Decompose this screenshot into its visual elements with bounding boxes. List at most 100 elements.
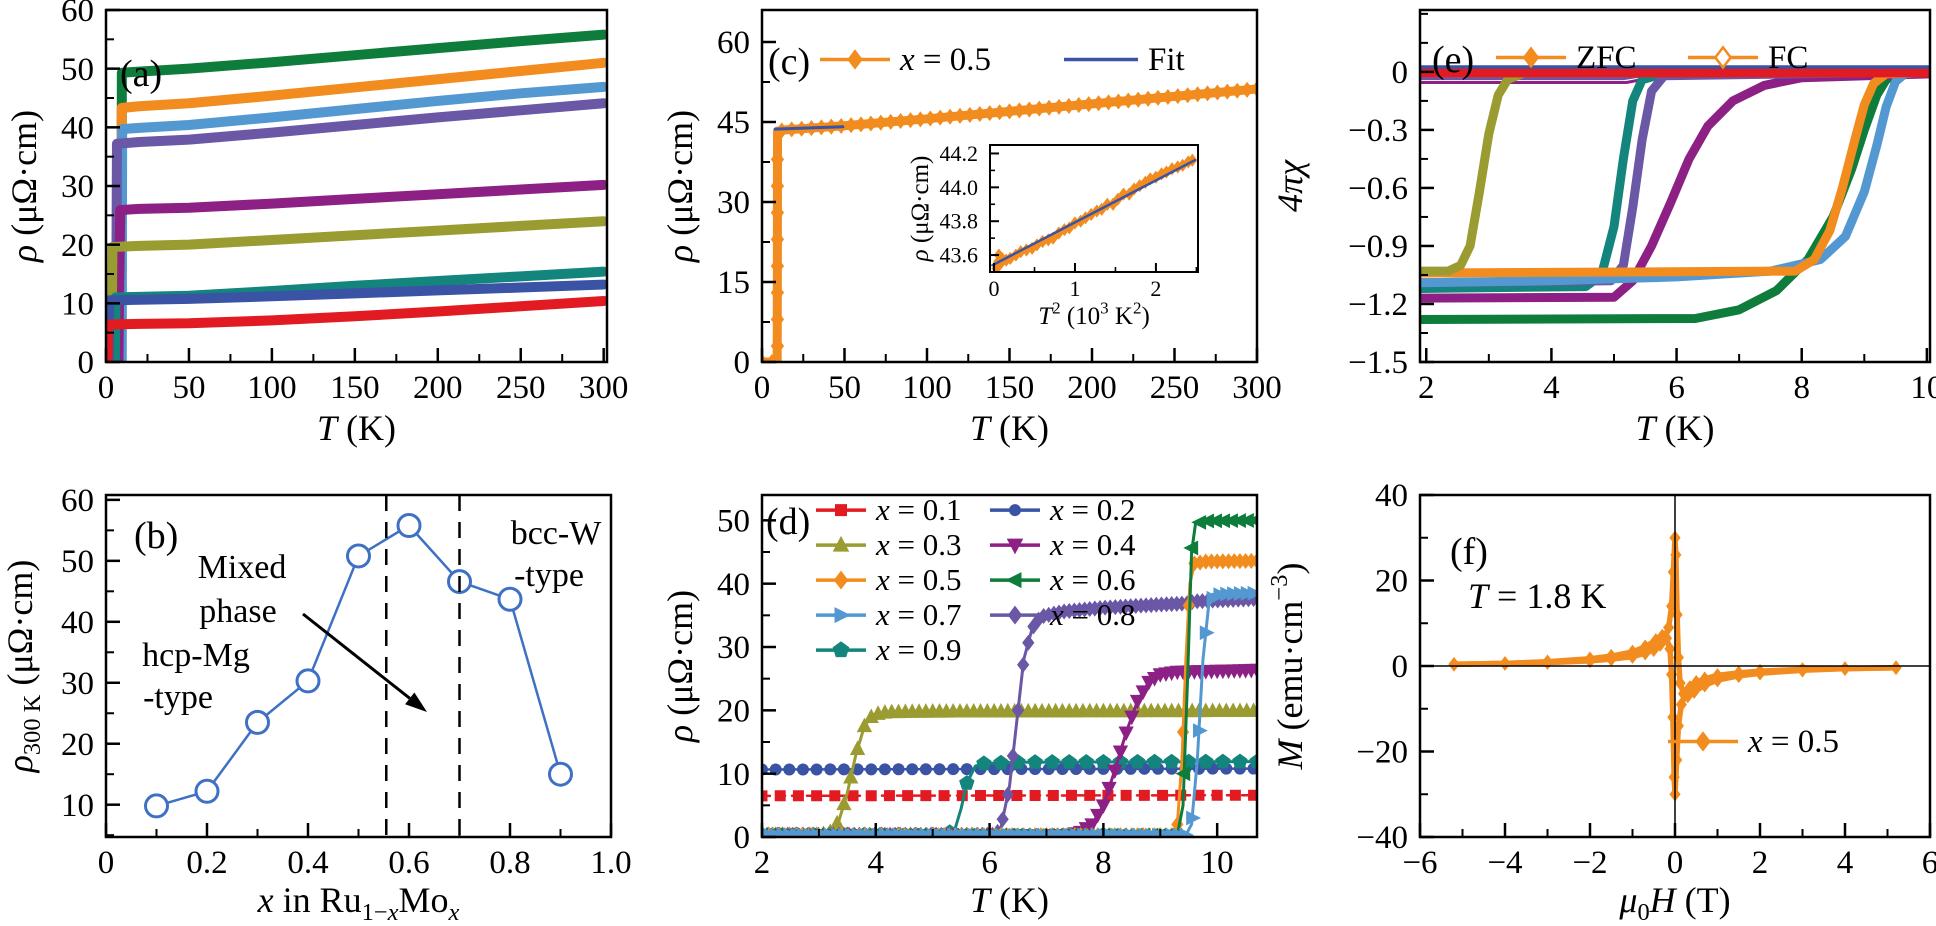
marker-x0.4: [1095, 799, 1112, 814]
xtick-label: 0: [754, 370, 771, 406]
xtick-label: 8: [1095, 845, 1112, 881]
legend-label: x = 0.5: [899, 42, 991, 78]
panel-c-ticks: 0 50 100 150 200 250 300 0 15 30 45 60: [717, 25, 1282, 406]
ytick-label: 30: [61, 169, 94, 205]
series-x0.1: [106, 295, 607, 362]
marker-M-H-decreasing: [1671, 752, 1683, 768]
panel-d-legend-entry: x = 0.3: [816, 527, 962, 562]
xtick-label: 4: [1543, 370, 1560, 406]
xtick-label: 2: [1752, 845, 1769, 881]
marker-x0.5-curve: [874, 114, 887, 131]
marker-x0.6: [1175, 766, 1191, 782]
label-mixed-1: Mixed: [198, 549, 287, 586]
marker-x0.9: [976, 755, 992, 771]
series-rho300K: [144, 512, 573, 819]
xtick-label: 10: [1201, 845, 1234, 881]
marker-x0.5-curve: [1171, 88, 1184, 105]
marker-x0.3: [836, 795, 852, 811]
ytick-label: 40: [61, 111, 94, 147]
xtick-label: 250: [496, 370, 546, 406]
marker-x0.9: [1078, 753, 1095, 769]
marker-x0.5-curve: [864, 115, 878, 132]
marker-M-H-decreasing: [1584, 651, 1596, 667]
marker-x0.1: [847, 790, 859, 802]
xtick-label: 1.0: [590, 845, 631, 881]
marker-x0.1: [993, 790, 1005, 802]
marker-x0.9: [993, 754, 1009, 770]
ytick-label: −0.6: [1348, 171, 1408, 207]
marker-x0.5-transition-markers: [770, 310, 785, 329]
panel-d-legend-entry: x = 0.1: [816, 492, 962, 527]
ytick-label: 15: [717, 265, 750, 301]
marker-x0.5-curve: [1132, 91, 1145, 108]
ytick-label: 30: [61, 666, 94, 702]
marker-x0.5-curve: [973, 105, 986, 123]
marker-x0.8: [1001, 786, 1014, 803]
series-x0.5-transition-markers: [770, 150, 785, 355]
panel-e-xlabel: T (K): [1635, 408, 1714, 448]
marker-x0.1: [792, 790, 804, 802]
marker-x0.5-curve: [1082, 96, 1095, 113]
panel-e: 2 4 6 8 10 0 −0.3 −0.6 −0.9 −1.2 −1.5 T (K) 4πχ (e) ZF…: [1270, 8, 1936, 448]
xtick-label: 2: [1150, 276, 1161, 301]
panel-c-xlabel: T (K): [970, 408, 1049, 448]
xtick-label: 0.4: [287, 845, 328, 881]
marker-x0.5-curve: [983, 105, 996, 122]
marker-x0.1: [1120, 789, 1132, 801]
ytick-label: 60: [717, 25, 750, 61]
ytick-label: 0: [1392, 649, 1409, 685]
legend-label: x = 0.2: [1049, 492, 1136, 527]
marker-x0.3: [829, 814, 845, 830]
ytick-label: 43.8: [940, 209, 979, 234]
marker-x0.4: [1129, 694, 1146, 710]
panel-d-legend-entry: x = 0.9: [816, 632, 962, 667]
panel-d-legend-entry: x = 0.6: [990, 562, 1136, 597]
marker-x0.2: [762, 763, 768, 776]
series-inset-fit: [991, 158, 1197, 267]
marker-x0.5-curve: [1052, 98, 1066, 115]
panel-c: 0 50 100 150 200 250 300 0 15 30 45 60 T (K) ρ (μΩ·cm…: [660, 8, 1282, 448]
legend-marker: [833, 570, 849, 590]
label-bcc-1: bcc-W: [511, 515, 603, 552]
ytick-label: 0: [734, 820, 751, 856]
panel-d-xlabel: T (K): [970, 880, 1049, 920]
panel-d-legend-entry: x = 0.8: [990, 597, 1136, 632]
panel-c-inset-frame: [989, 144, 1199, 273]
marker-x0.5-curve: [854, 116, 868, 133]
ytick-label: −0.3: [1348, 113, 1408, 149]
marker-x0.5-curve: [844, 117, 858, 134]
marker-x0.5-curve: [904, 112, 917, 129]
marker-x0.5-curve: [884, 113, 897, 130]
legend-label: x = 0.9: [875, 632, 962, 667]
xtick-label: 0.6: [388, 845, 429, 881]
xtick-label: 6: [981, 845, 998, 881]
ytick-label: 40: [61, 605, 94, 641]
panel-a-xlabel: T (K): [317, 408, 396, 448]
marker-x0.5-curve: [1221, 83, 1234, 100]
legend-label: x = 0.6: [1049, 562, 1136, 597]
marker-x0.1: [938, 790, 950, 802]
marker-x0.1: [1248, 789, 1257, 801]
marker-x0.1: [1066, 789, 1078, 801]
xtick-label: −2: [1572, 845, 1607, 881]
ytick-label: 40: [717, 567, 750, 603]
ytick-label: 43.6: [940, 243, 979, 268]
marker-x0.7: [1199, 625, 1215, 641]
marker-x0.2: [878, 763, 891, 776]
marker-x0.4: [1090, 808, 1106, 824]
marker-x0.2: [837, 763, 850, 776]
marker-M-H-decreasing: [1639, 639, 1651, 655]
ytick-label: −0.9: [1348, 229, 1408, 265]
marker-x0.2: [919, 763, 932, 776]
marker-M-H-decreasing: [1675, 697, 1687, 712]
xtick-label: 8: [1793, 370, 1810, 406]
legend-label: Fit: [1148, 42, 1185, 78]
ytick-label: 20: [61, 228, 94, 264]
panel-f-xlabel: μ0H (T): [1618, 880, 1730, 926]
ytick-label: 20: [1375, 564, 1408, 600]
panel-d-legend-entry: x = 0.2: [990, 492, 1136, 527]
legend-label: x = 0.5: [875, 562, 962, 597]
marker-x0.1: [1229, 789, 1241, 801]
panel-c-inset: 0 1 2 43.6 43.8 44.0 44.2 T2 (103 K2) ρ (μΩ·cm): [907, 141, 1199, 330]
